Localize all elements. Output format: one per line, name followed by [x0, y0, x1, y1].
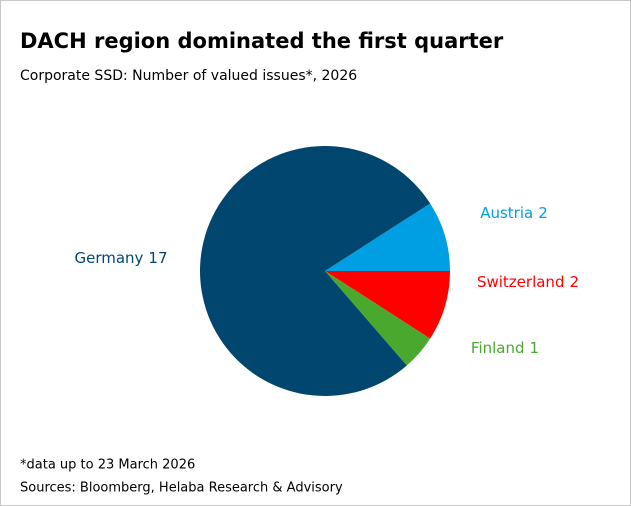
pie-slice — [325, 271, 450, 339]
pie-slice — [200, 146, 431, 397]
slice-label-category: Finland — [471, 339, 525, 357]
source: Sources: Bloomberg, Helaba Research & Ad… — [20, 481, 343, 496]
slice-label-category: Germany — [74, 249, 143, 267]
slice-label-value: 2 — [538, 204, 548, 222]
chart-title: DACH region dominated the first quarter — [20, 29, 504, 53]
slice-label-category: Austria — [480, 204, 533, 222]
footnote: *data up to 23 March 2026 — [20, 458, 195, 473]
slice-label-value: 2 — [569, 273, 579, 291]
slice-label-value: 1 — [530, 339, 540, 357]
slice-label: Switzerland 2 — [477, 273, 579, 291]
chart-subtitle: Corporate SSD: Number of valued issues*,… — [20, 68, 357, 84]
pie-slice — [325, 203, 450, 272]
slice-label: Austria 2 — [480, 204, 548, 222]
slice-label: Finland 1 — [471, 339, 539, 357]
slice-label-value: 17 — [148, 249, 167, 267]
slice-label-category: Switzerland — [477, 273, 565, 291]
pie-slice — [325, 271, 431, 366]
slice-label: Germany 17 — [74, 249, 167, 267]
